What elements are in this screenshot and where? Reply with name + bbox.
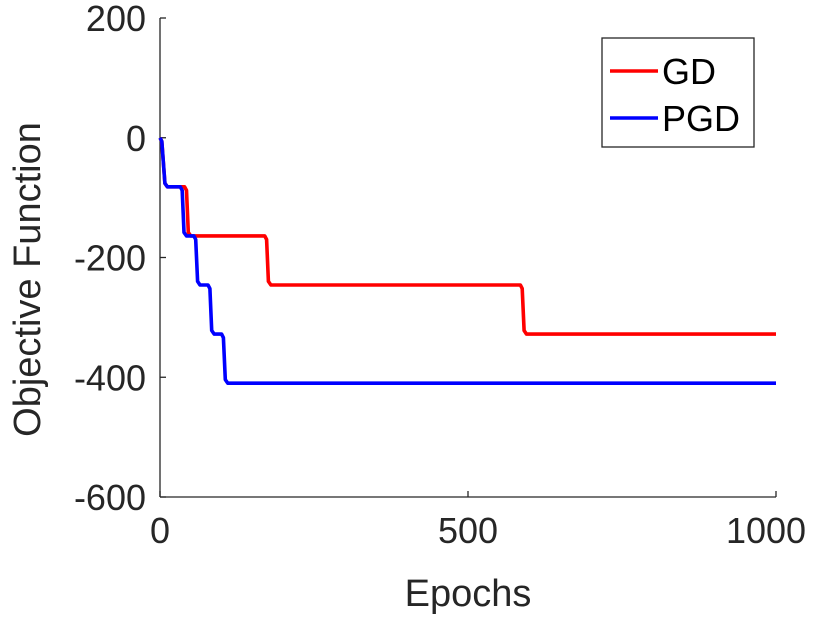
- y-tick-label: -400: [74, 357, 146, 398]
- x-tick-label: 1000: [726, 510, 806, 551]
- y-tick-label: -200: [74, 238, 146, 279]
- y-tick-label: 200: [86, 0, 146, 39]
- y-tick-label: 0: [126, 118, 146, 159]
- y-axis-label: Objective Function: [7, 122, 49, 437]
- legend: GD PGD: [601, 37, 755, 148]
- x-tick-label: 0: [150, 510, 170, 551]
- series-lines: [158, 136, 776, 385]
- x-tick-label: 500: [438, 510, 498, 551]
- y-tick-label: -600: [74, 477, 146, 518]
- series-line-pgd: [158, 136, 776, 385]
- x-axis-label: Epochs: [405, 573, 532, 615]
- series-line-gd: [158, 136, 776, 336]
- legend-label-pgd: PGD: [662, 98, 740, 139]
- legend-label-gd: GD: [662, 51, 716, 92]
- legend-box: [601, 37, 755, 148]
